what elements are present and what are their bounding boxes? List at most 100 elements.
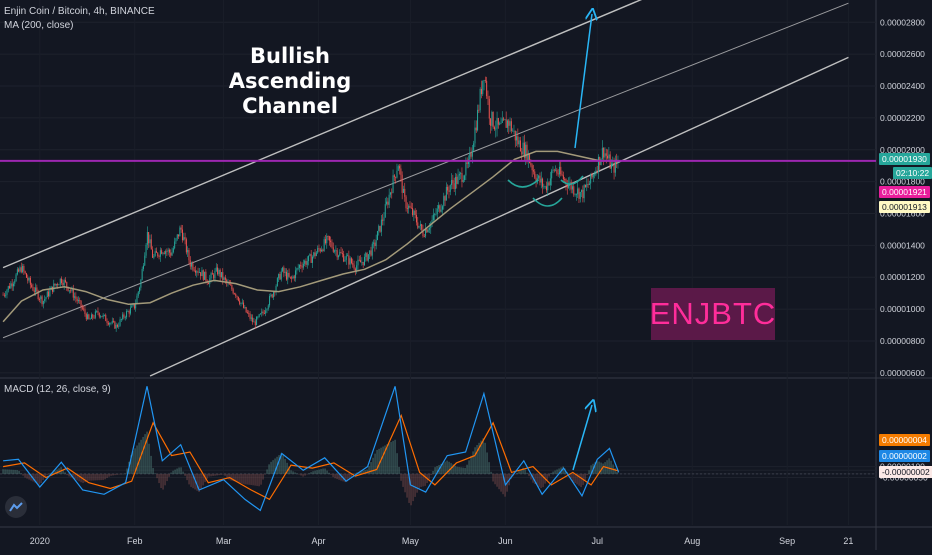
candle-body <box>432 214 434 220</box>
candle-body <box>59 278 61 285</box>
macd-histogram-bar <box>340 473 342 481</box>
candle-body <box>49 290 51 297</box>
candle-body <box>600 159 602 166</box>
candle-body <box>92 314 94 318</box>
candle-body <box>109 323 111 325</box>
candle-body <box>274 291 276 293</box>
macd-histogram-bar <box>536 473 538 486</box>
macd-histogram-bar <box>542 473 544 488</box>
candle-body <box>582 189 584 199</box>
candle-body <box>519 140 521 152</box>
drawings <box>507 14 592 471</box>
ma-indicator-label[interactable]: MA (200, close) <box>4 20 74 31</box>
macd-histogram-bar <box>588 470 590 474</box>
candle-body <box>236 295 238 297</box>
macd-histogram-bar <box>382 446 384 474</box>
macd-histogram-bar <box>226 473 228 478</box>
candle-body <box>58 284 60 286</box>
macd-histogram-bar <box>42 473 44 481</box>
candle-body <box>370 250 372 256</box>
candle-body <box>106 321 108 323</box>
macd-histogram-bar <box>158 473 160 484</box>
macd-histogram-bar <box>430 473 432 476</box>
candle-body <box>608 154 610 159</box>
candle-body <box>279 273 281 280</box>
macd-histogram-bar <box>510 473 512 479</box>
macd-histogram-bar <box>528 473 530 477</box>
candle-body <box>544 186 546 188</box>
macd-histogram-bar <box>258 473 260 487</box>
candle-body <box>270 294 272 297</box>
candle-body <box>510 121 512 131</box>
candle-body <box>434 214 436 216</box>
candle-body <box>44 299 46 301</box>
candle-body <box>552 169 554 171</box>
macd-histogram-bar <box>290 470 292 474</box>
macd-histogram-bar <box>574 473 576 484</box>
candle-body <box>363 256 365 266</box>
candle-body <box>382 219 384 221</box>
macd-histogram-bar <box>162 473 164 490</box>
symbol-title[interactable]: Enjin Coin / Bitcoin, 4h, BINANCE <box>4 6 155 17</box>
annotation-line2: Ascending Channel <box>228 69 352 118</box>
macd-histogram-bar <box>252 473 254 486</box>
candle-body <box>74 296 76 298</box>
candle-body <box>418 225 420 228</box>
candle-body <box>189 260 191 267</box>
macd-histogram-bar <box>490 471 492 474</box>
prev-value-label: 0.00001913 <box>879 201 930 213</box>
macd-histogram-bar <box>602 463 604 474</box>
macd-histogram-bar <box>218 473 220 476</box>
candle-body <box>211 273 213 275</box>
price-tick-label: 0.00002200 <box>880 113 925 123</box>
candle-body <box>46 291 48 298</box>
macd-histogram-bar <box>332 473 334 477</box>
candle-body <box>505 119 507 128</box>
candle-body <box>80 300 82 308</box>
candle-body <box>340 252 342 254</box>
macd-histogram-bar <box>326 470 328 474</box>
macd-histogram-bar <box>410 473 412 506</box>
candle-body <box>94 311 96 318</box>
candle-body <box>517 136 519 145</box>
candle-body <box>261 311 263 314</box>
candle-body <box>76 298 78 302</box>
candle-body <box>419 224 421 226</box>
candle-body <box>28 277 30 281</box>
ticker-annotation: ENJBTC <box>650 288 775 340</box>
candle-body <box>493 127 495 130</box>
macd-histogram-bar <box>388 443 390 474</box>
candle-body <box>10 283 12 289</box>
candle-body <box>295 270 297 279</box>
macd-histogram-bar <box>460 467 462 474</box>
macd-histogram-bar <box>484 442 486 474</box>
candle-body <box>383 217 385 221</box>
macd-histogram-bar <box>404 473 406 493</box>
tradingview-logo-icon[interactable] <box>5 496 27 518</box>
candle-body <box>512 130 514 132</box>
candle-body <box>126 311 128 318</box>
macd-histogram-bar <box>216 473 218 476</box>
candle-body <box>540 178 542 183</box>
macd-indicator-label[interactable]: MACD (12, 26, close, 9) <box>4 384 111 395</box>
macd-histogram-bar <box>192 473 194 489</box>
macd-histogram-bar <box>296 473 298 474</box>
macd-histogram-bar <box>366 469 368 474</box>
price-tick-label: 0.00001600 <box>880 208 925 218</box>
candle-body <box>575 194 577 196</box>
candle-body <box>183 237 185 241</box>
time-tick-label: Jun <box>498 536 513 546</box>
candle-body <box>66 281 68 287</box>
candle-body <box>213 274 215 279</box>
candle-body <box>308 255 310 262</box>
candle-body <box>214 270 216 279</box>
macd-histogram-bar <box>516 472 518 474</box>
candle-body <box>67 286 69 291</box>
macd-histogram-bar <box>174 469 176 474</box>
candle-body <box>551 170 553 179</box>
candle-body <box>75 296 77 299</box>
candle-body <box>375 240 377 247</box>
macd-histogram-bar <box>526 472 528 474</box>
